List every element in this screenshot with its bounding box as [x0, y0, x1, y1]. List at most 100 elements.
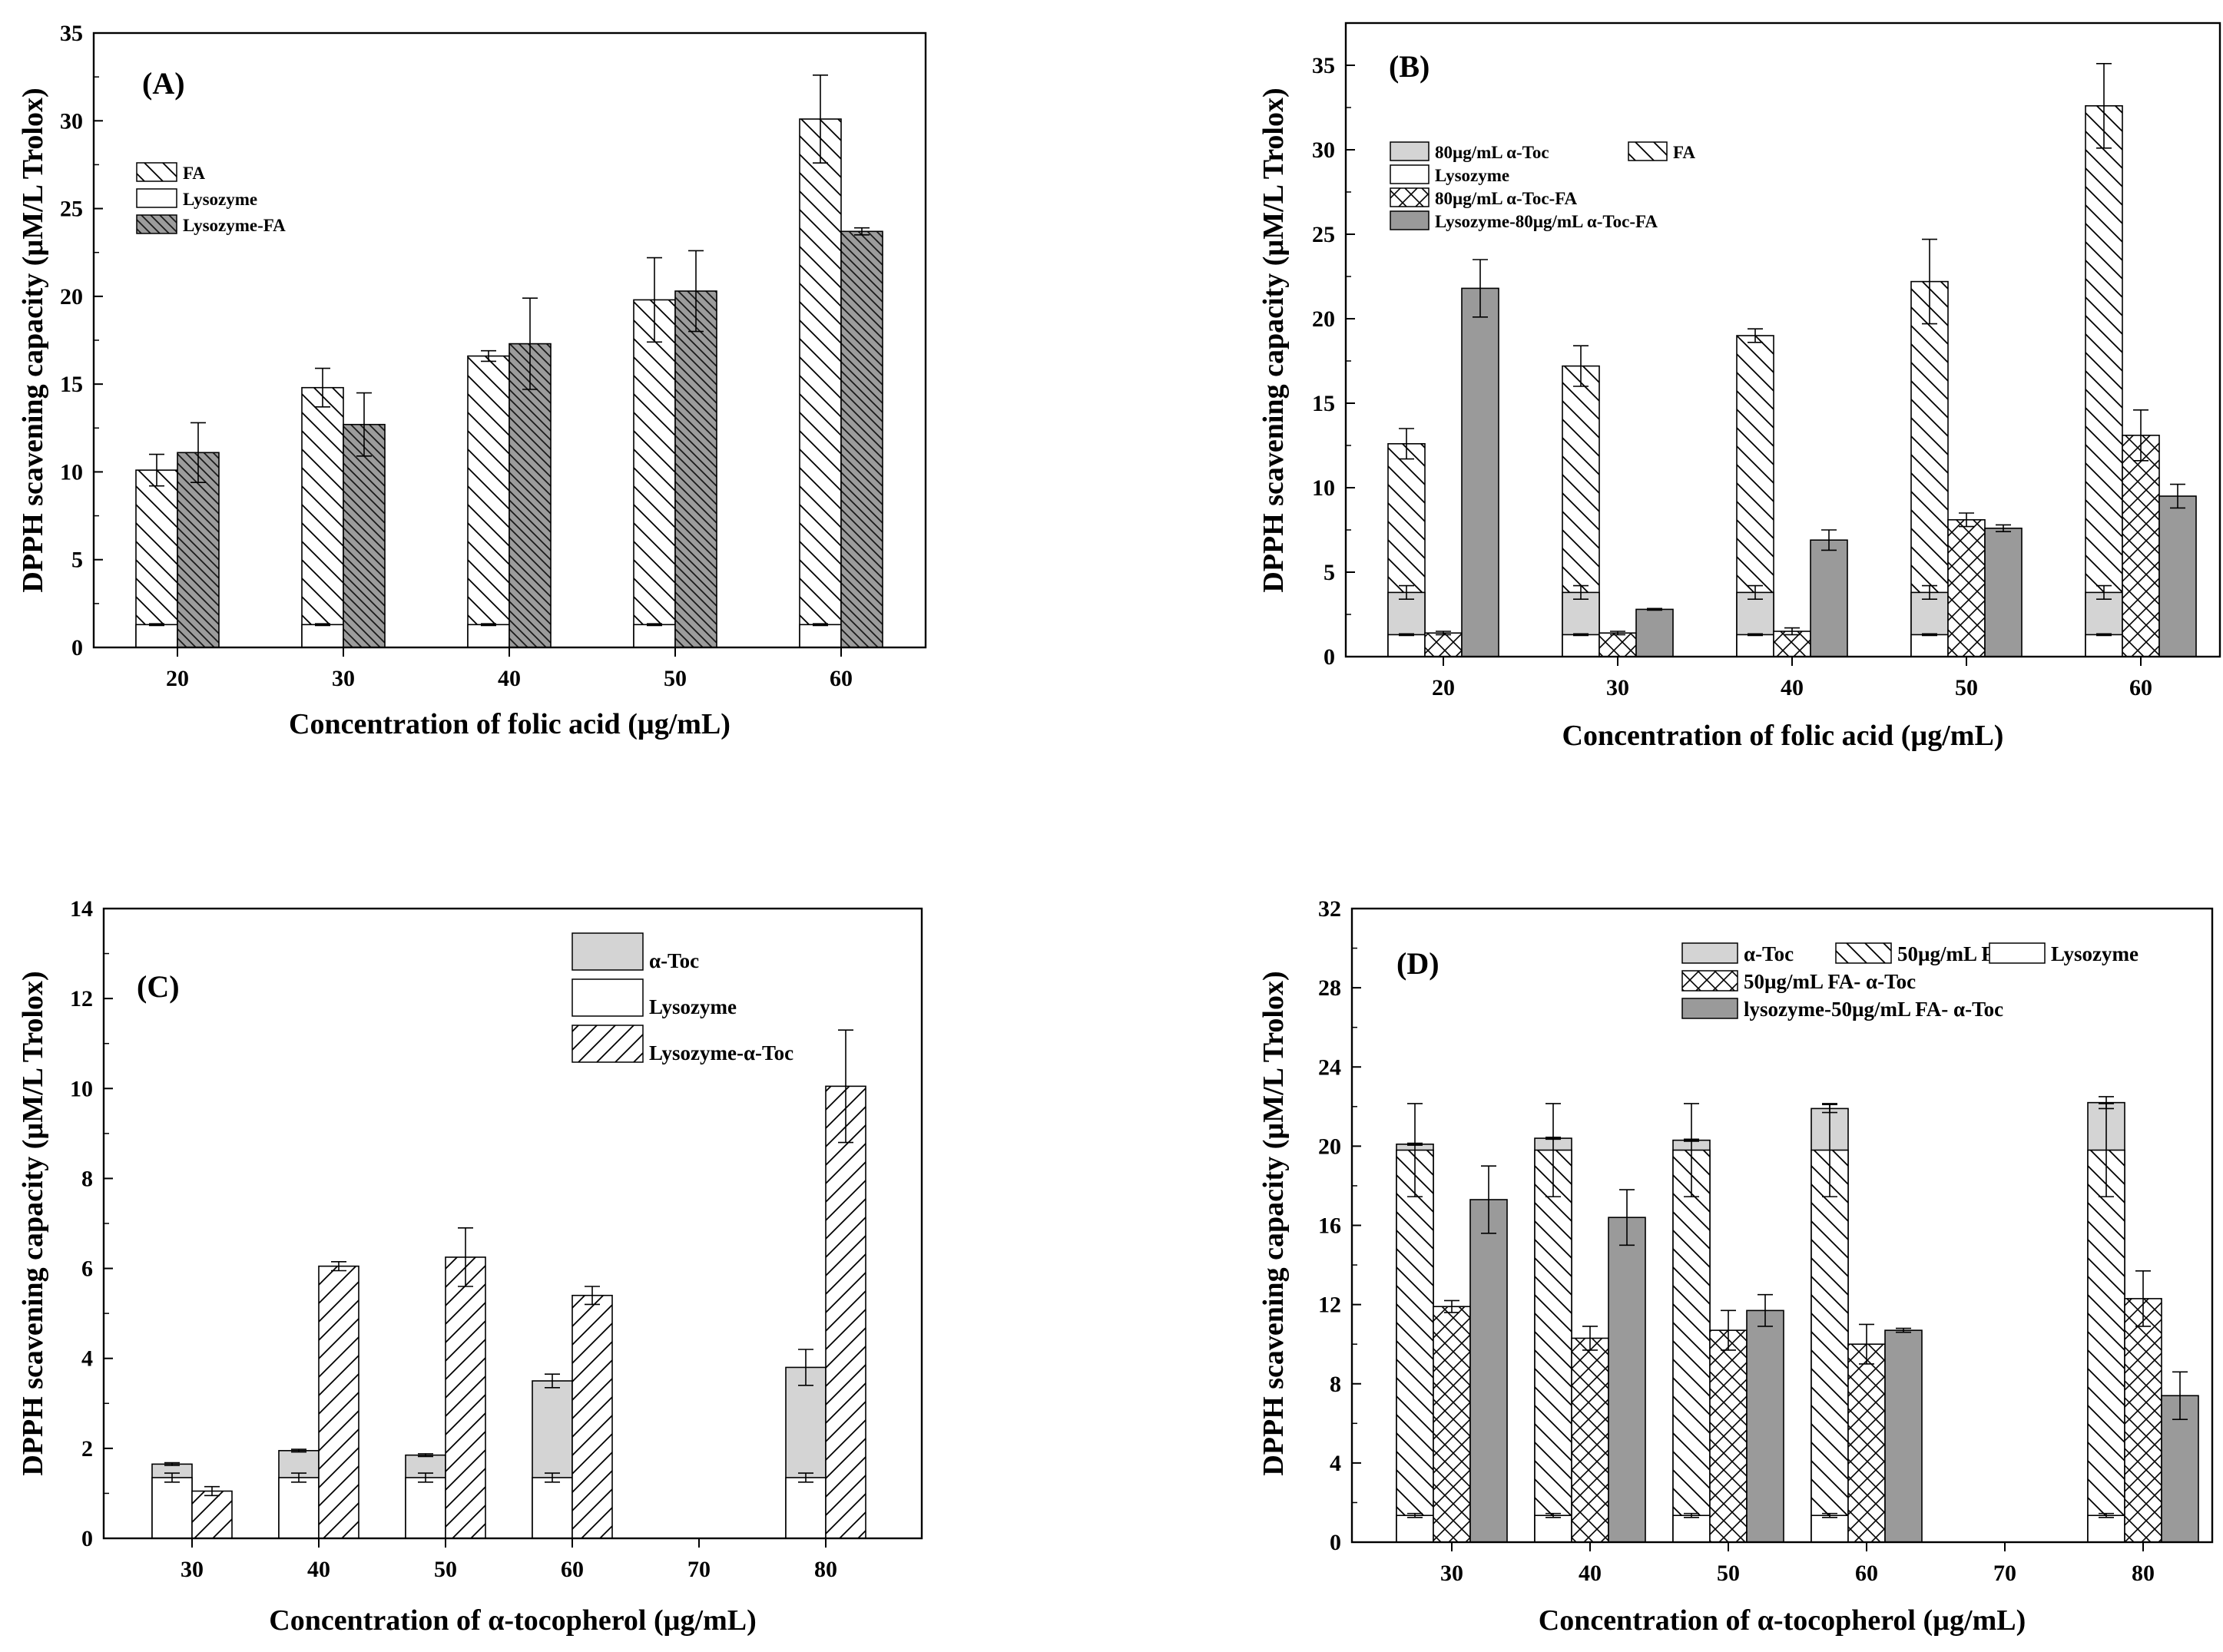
- bar-b-s4-c0: [1461, 287, 1499, 657]
- bar-d-s4-c0: [1469, 1199, 1508, 1543]
- x-tick-label: 30: [1606, 675, 1629, 700]
- bar-d-s3-c2: [1709, 1329, 1748, 1543]
- x-tick-label: 40: [1781, 675, 1804, 700]
- y-tick-label: 8: [81, 1166, 93, 1191]
- x-tick-label: 70: [1993, 1561, 2016, 1586]
- x-tick-label: 40: [307, 1557, 330, 1582]
- bar-a-s2-c2: [509, 343, 552, 648]
- bar-d-s2-c1: [1534, 1515, 1572, 1543]
- legend-label: Lysozyme-80µg/mL α-Toc-FA: [1435, 212, 1658, 231]
- bar-c-s2-c1: [318, 1265, 359, 1539]
- bar-d-s1-c2: [1672, 1149, 1711, 1543]
- bar-c-s1-c3: [532, 1477, 573, 1539]
- panel-label: (D): [1396, 946, 1439, 981]
- y-axis-title: DPPH scavening capacity (µM/L Trolox): [17, 971, 49, 1475]
- legend-swatch: [1390, 210, 1430, 230]
- legend-label: lysozyme-50µg/mL FA- α-Toc: [1744, 998, 2003, 1021]
- y-tick-label: 10: [70, 1076, 93, 1101]
- legend-swatch: [571, 978, 644, 1017]
- bar-b-s3-c1: [1599, 632, 1637, 657]
- bar-b-s4-c1: [1635, 608, 1674, 657]
- bar-d-s4-c2: [1746, 1309, 1784, 1543]
- panel-a-chart: 20 30 40 50 60 0 5 10 15 20 25 30 35 Concentration of…: [17, 21, 927, 740]
- bar-b-s2-c3: [1910, 634, 1949, 657]
- bar-d-s1-c5: [2087, 1149, 2125, 1543]
- bar-a-s0-c1: [301, 386, 344, 648]
- y-tick-label: 2: [81, 1436, 93, 1462]
- legend-label: 80µg/mL α-Toc: [1435, 143, 1549, 162]
- bar-a-s2-c3: [674, 290, 717, 648]
- bar-a-s2-c1: [343, 423, 386, 648]
- x-tick-label: 50: [1955, 675, 1978, 700]
- bar-b-s4-c4: [2158, 495, 2197, 657]
- legend-label: 80µg/mL α-Toc-FA: [1435, 189, 1578, 208]
- bar-a-s0-c2: [467, 355, 510, 648]
- x-tick-label: 70: [687, 1557, 711, 1582]
- bar-d-s2-c3: [1811, 1515, 1849, 1543]
- y-tick-label: 35: [60, 21, 83, 46]
- y-tick-label: 30: [60, 108, 83, 134]
- bar-d-s3-c5: [2124, 1298, 2162, 1543]
- x-axis-title: Concentration of α-tocopherol (µg/mL): [269, 1604, 756, 1637]
- legend-label: α-Toc: [649, 949, 699, 972]
- bar-b-s3-c3: [1947, 518, 1986, 657]
- legend-label: Lysozyme: [2051, 942, 2139, 965]
- bar-a-s1-c1: [301, 624, 344, 648]
- y-tick-label: 10: [1312, 475, 1335, 501]
- bar-a-s1-c0: [135, 624, 178, 648]
- bar-d-s2-c0: [1396, 1515, 1434, 1543]
- panel-label: (A): [142, 66, 185, 101]
- y-tick-label: 28: [1318, 975, 1341, 1001]
- y-tick-label: 0: [1330, 1530, 1341, 1555]
- legend-swatch: [1681, 970, 1738, 992]
- x-tick-label: 20: [1432, 675, 1455, 700]
- y-axis-title: DPPH scavening capacity (µM/L Trolox): [1257, 971, 1290, 1475]
- legend: α-Toc Lysozyme Lysozyme-α-Toc: [571, 932, 793, 1064]
- bar-b-s3-c0: [1424, 632, 1463, 657]
- x-tick-label: 50: [664, 666, 687, 691]
- y-tick-label: 12: [1318, 1293, 1341, 1318]
- x-tick-label: 30: [1440, 1561, 1463, 1586]
- legend-label: α-Toc: [1744, 942, 1794, 965]
- bar-d-s1-c1: [1534, 1149, 1572, 1543]
- legend-label: Lysozyme: [1435, 166, 1509, 185]
- bar-c-s2-c0: [191, 1490, 233, 1539]
- panel-c-chart: 30 40 50 60 70 80 0 2 4 6 8 10 12 14 Concentration of …: [17, 896, 923, 1637]
- x-axis-title: Concentration of folic acid (µg/mL): [1562, 720, 2004, 752]
- legend-swatch: [1835, 942, 1892, 964]
- x-tick-label: 20: [166, 666, 189, 691]
- bar-a-s2-c4: [840, 230, 883, 648]
- panel-label: (B): [1389, 49, 1430, 84]
- bar-d-s2-c5: [2087, 1515, 2125, 1543]
- legend-label: FA: [1673, 143, 1695, 162]
- legend-swatch: [1989, 942, 2046, 964]
- x-tick-label: 80: [2132, 1561, 2155, 1586]
- legend-swatch: [1390, 164, 1430, 184]
- x-tick-label: 60: [2129, 675, 2152, 700]
- y-tick-label: 6: [81, 1256, 93, 1282]
- y-tick-label: 15: [1312, 391, 1335, 416]
- bar-d-s1-c0: [1396, 1149, 1434, 1543]
- y-tick-labels: 0 5 10 15 20 25 30 35: [1312, 53, 1335, 670]
- x-tick-label: 60: [1855, 1561, 1878, 1586]
- y-tick-label: 10: [60, 459, 83, 485]
- y-tick-label: 20: [60, 284, 83, 310]
- legend-swatch: [1681, 942, 1738, 964]
- legend-swatch: [1390, 141, 1430, 161]
- y-tick-label: 14: [70, 896, 93, 922]
- bar-a-s1-c3: [633, 624, 676, 648]
- y-tick-label: 20: [1312, 306, 1335, 332]
- x-axis-title: Concentration of α-tocopherol (µg/mL): [1539, 1604, 2026, 1637]
- y-tick-label: 24: [1318, 1054, 1341, 1080]
- bar-b-s1-c4: [2085, 105, 2123, 657]
- plot-frame: [1344, 22, 2221, 658]
- bar-b-s2-c4: [2085, 634, 2123, 657]
- bar-d-s4-c3: [1884, 1329, 1923, 1543]
- legend-label: FA: [183, 164, 205, 183]
- bar-c-s1-c2: [405, 1477, 446, 1539]
- bar-d-s3-c0: [1433, 1306, 1471, 1543]
- legend-swatch: [1681, 998, 1738, 1019]
- bar-c-s2-c2: [445, 1256, 486, 1539]
- bar-d-s2-c2: [1672, 1515, 1711, 1543]
- bar-c-s1-c1: [278, 1477, 320, 1539]
